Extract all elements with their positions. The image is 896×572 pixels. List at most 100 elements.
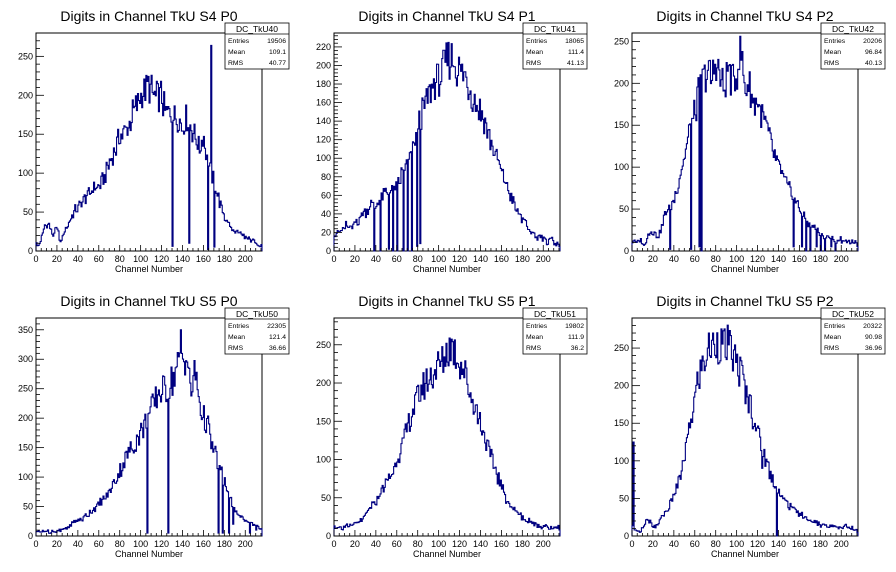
x-tick-label: 0 — [331, 254, 336, 264]
x-tick-label: 100 — [431, 539, 446, 549]
x-tick-label: 140 — [175, 539, 190, 549]
histogram-line — [631, 324, 859, 537]
y-tick-label: 50 — [619, 204, 629, 214]
y-tick-label: 250 — [18, 384, 33, 394]
y-tick-label: 200 — [316, 378, 331, 388]
histogram-line — [35, 44, 263, 251]
x-tick-label: 80 — [115, 254, 125, 264]
x-tick-label: 160 — [494, 539, 509, 549]
y-tick-label: 100 — [18, 168, 33, 178]
plot-frame — [333, 32, 561, 252]
stats-key: Entries — [824, 323, 846, 330]
y-tick-label: 300 — [18, 354, 33, 364]
x-tick-label: 180 — [813, 539, 828, 549]
x-tick-label: 160 — [196, 254, 211, 264]
stats-key: Entries — [228, 323, 250, 330]
plot-frame — [631, 317, 859, 537]
x-axis-label: Channel Number — [115, 549, 183, 559]
y-tick-label: 40 — [321, 209, 331, 219]
x-tick-label: 60 — [690, 539, 700, 549]
stats-key: RMS — [824, 345, 840, 352]
y-tick-label: 350 — [18, 325, 33, 335]
x-tick-label: 40 — [73, 539, 83, 549]
x-tick-label: 180 — [515, 254, 530, 264]
x-tick-label: 100 — [729, 254, 744, 264]
x-tick-label: 200 — [238, 539, 253, 549]
x-axis-label: Channel Number — [711, 549, 779, 559]
y-tick-label: 150 — [18, 443, 33, 453]
chart-title: Digits in Channel TkU S5 P0 — [60, 293, 237, 309]
y-tick-label: 200 — [18, 90, 33, 100]
x-tick-label: 20 — [350, 254, 360, 264]
x-axis-label: Channel Number — [413, 549, 481, 559]
x-tick-label: 180 — [217, 254, 232, 264]
stats-box: DC_TkU42 Entries 20206 Mean 96.84 RMS 40.13 — [820, 22, 886, 70]
y-tick-label: 100 — [316, 455, 331, 465]
histogram-panel: Digits in Channel TkU S5 P0 0 50 100 150 200 2… — [18, 293, 290, 559]
x-tick-label: 200 — [834, 254, 849, 264]
x-tick-label: 120 — [154, 254, 169, 264]
stats-key: Mean — [824, 49, 841, 56]
x-tick-label: 60 — [392, 539, 402, 549]
x-tick-label: 60 — [94, 539, 104, 549]
y-tick-label: 0 — [326, 531, 331, 541]
x-tick-label: 20 — [350, 539, 360, 549]
stats-key: Entries — [228, 38, 250, 45]
y-tick-label: 200 — [614, 381, 629, 391]
x-tick-label: 100 — [729, 539, 744, 549]
y-tick-label: 250 — [18, 51, 33, 61]
stats-box-frame — [820, 22, 886, 70]
x-tick-label: 100 — [133, 539, 148, 549]
x-tick-label: 160 — [494, 254, 509, 264]
x-tick-label: 0 — [33, 254, 38, 264]
stats-value: 90.98 — [865, 334, 882, 341]
stats-value: 36.2 — [571, 345, 584, 352]
chart-title: Digits in Channel TkU S5 P1 — [358, 293, 535, 309]
y-tick-label: 0 — [624, 246, 629, 256]
stats-box: DC_TkU50 Entries 22305 Mean 121.4 RMS 36.66 — [224, 307, 290, 355]
y-tick-label: 250 — [614, 36, 629, 46]
y-tick-label: 100 — [18, 472, 33, 482]
x-tick-label: 160 — [792, 539, 807, 549]
y-tick-label: 60 — [321, 190, 331, 200]
x-tick-label: 0 — [629, 254, 634, 264]
x-axis-label: Channel Number — [115, 264, 183, 274]
stats-key: Mean — [526, 49, 543, 56]
stats-key: Mean — [228, 49, 245, 56]
y-tick-label: 150 — [316, 416, 331, 426]
chart-title: Digits in Channel TkU S4 P2 — [656, 8, 833, 24]
stats-box: DC_TkU51 Entries 19802 Mean 111.9 RMS 36.2 — [522, 307, 588, 355]
y-tick-label: 140 — [316, 116, 331, 126]
x-axis-label: Channel Number — [413, 264, 481, 274]
x-tick-label: 120 — [154, 539, 169, 549]
x-tick-label: 140 — [175, 254, 190, 264]
y-tick-label: 150 — [614, 418, 629, 428]
stats-key: Mean — [228, 334, 245, 341]
y-tick-label: 100 — [614, 456, 629, 466]
x-tick-label: 0 — [629, 539, 634, 549]
stats-key: RMS — [526, 60, 542, 67]
stats-box-frame — [820, 307, 886, 355]
x-tick-label: 200 — [536, 254, 551, 264]
stats-box-frame — [522, 22, 588, 70]
y-tick-label: 0 — [624, 531, 629, 541]
stats-key: Entries — [526, 38, 548, 45]
stats-box: DC_TkU40 Entries 19506 Mean 109.1 RMS 40.77 — [224, 22, 290, 70]
chart-title: Digits in Channel TkU S5 P2 — [656, 293, 833, 309]
x-tick-label: 80 — [115, 539, 125, 549]
stats-box-frame — [224, 22, 290, 70]
y-tick-label: 200 — [614, 78, 629, 88]
x-tick-label: 140 — [473, 539, 488, 549]
x-tick-label: 0 — [331, 539, 336, 549]
stats-value: 109.1 — [269, 49, 286, 56]
stats-name: DC_TkU41 — [534, 24, 576, 34]
chart-title: Digits in Channel TkU S4 P0 — [60, 8, 237, 24]
histogram-line — [333, 41, 561, 252]
plot-frame — [35, 317, 263, 537]
y-tick-label: 100 — [316, 153, 331, 163]
stats-name: DC_TkU51 — [534, 309, 576, 319]
y-tick-label: 50 — [23, 502, 33, 512]
y-tick-label: 150 — [18, 129, 33, 139]
y-tick-label: 0 — [28, 531, 33, 541]
